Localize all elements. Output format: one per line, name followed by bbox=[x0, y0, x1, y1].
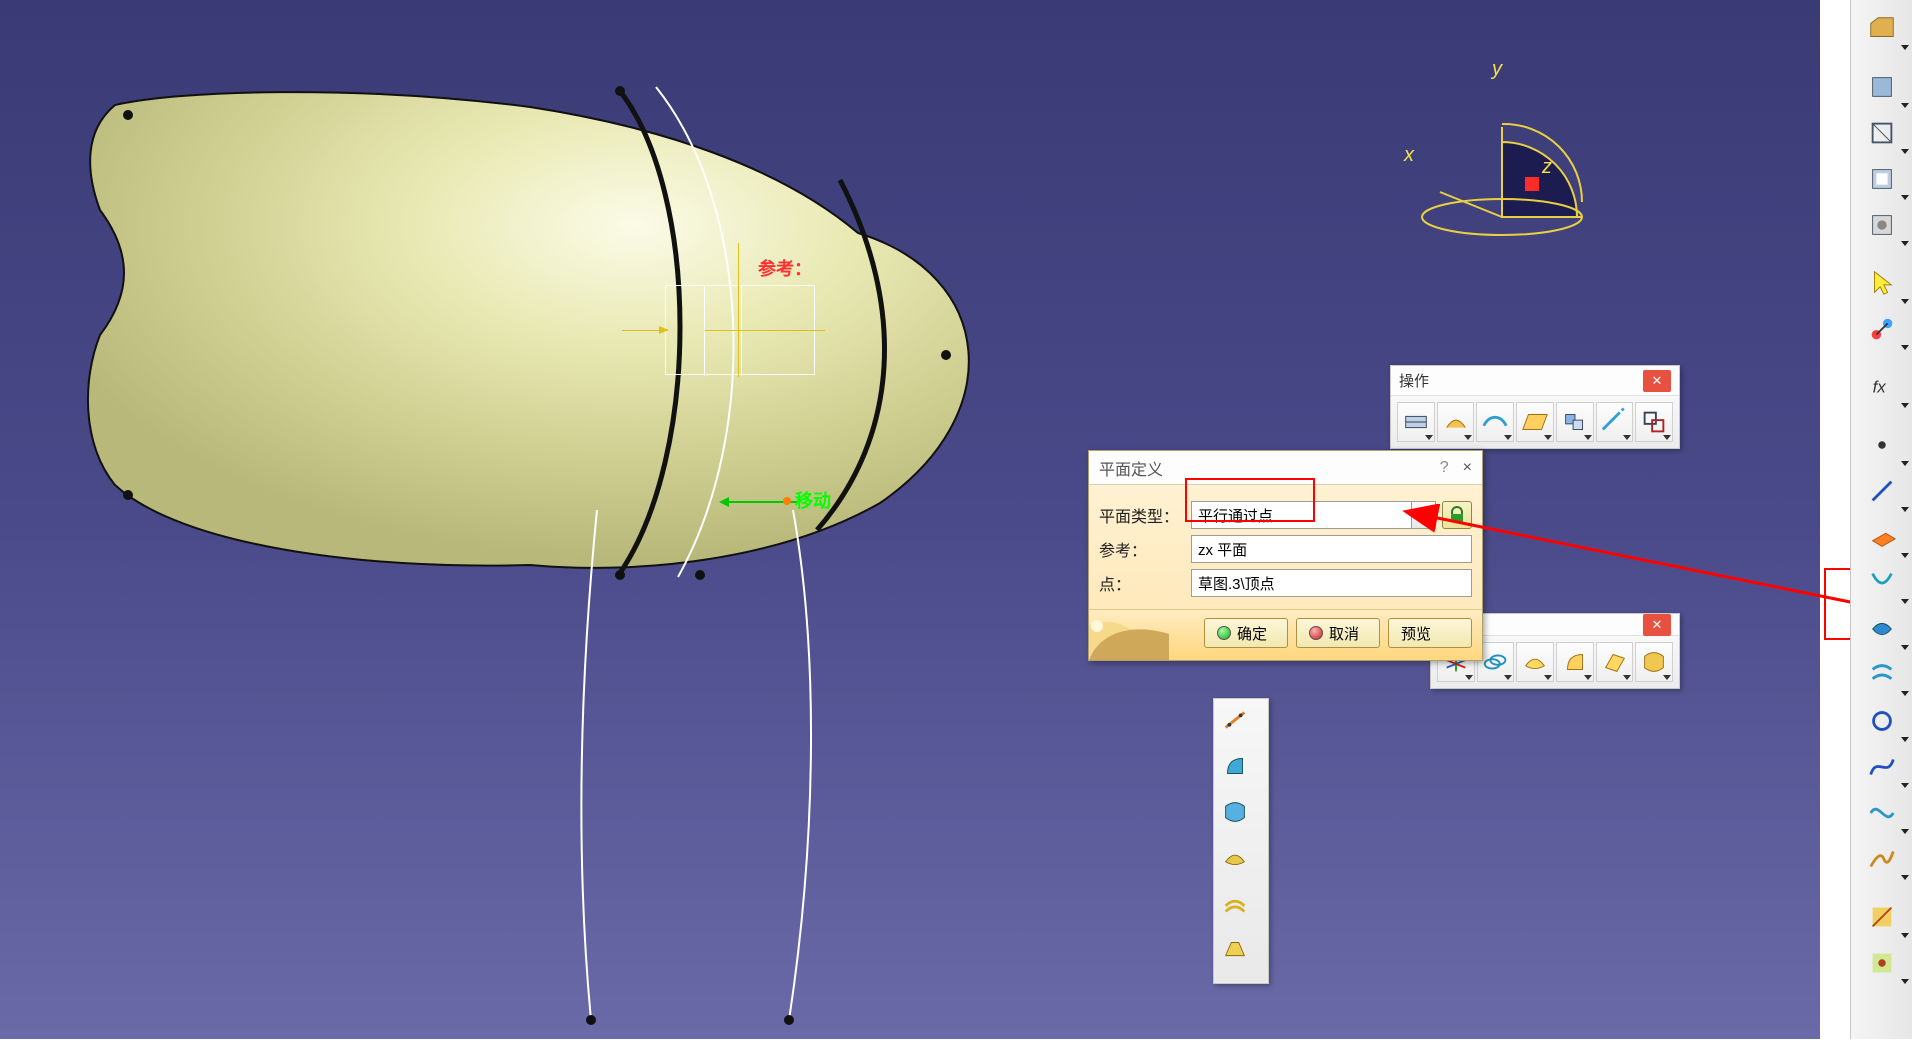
healing-icon[interactable] bbox=[1437, 402, 1475, 442]
chevron-down-icon[interactable] bbox=[1412, 501, 1436, 529]
point-icon[interactable] bbox=[1862, 425, 1902, 465]
translate-icon[interactable] bbox=[1556, 402, 1594, 442]
line-icon[interactable] bbox=[1862, 471, 1902, 511]
ref-arrow-v bbox=[738, 243, 739, 289]
view-mode4-icon[interactable] bbox=[1862, 205, 1902, 245]
extrapolate-icon[interactable] bbox=[1596, 402, 1634, 442]
move-label: 移动 bbox=[795, 487, 831, 513]
parallel-curve-icon[interactable] bbox=[1862, 655, 1902, 695]
ref-cross-v bbox=[738, 285, 739, 377]
axis-x-label: x bbox=[1404, 144, 1414, 167]
close-icon[interactable]: ✕ bbox=[1643, 370, 1671, 392]
move-dot[interactable] bbox=[783, 497, 791, 505]
extract-icon[interactable] bbox=[1516, 402, 1554, 442]
cancel-dot-icon bbox=[1309, 626, 1323, 640]
curve-smooth-icon[interactable] bbox=[1476, 402, 1514, 442]
reference-label: 参考： bbox=[758, 255, 812, 281]
cancel-button[interactable]: 取消 bbox=[1296, 618, 1380, 648]
analysis2-icon[interactable] bbox=[1862, 943, 1902, 983]
fill-icon[interactable] bbox=[1516, 642, 1554, 682]
offset-surf-icon[interactable] bbox=[1220, 889, 1262, 931]
preview-button-label: 预览 bbox=[1401, 623, 1431, 644]
loft-icon[interactable] bbox=[1596, 642, 1634, 682]
surfaces-palette[interactable] bbox=[1213, 698, 1269, 984]
law-icon[interactable] bbox=[1220, 705, 1262, 747]
view-mode3-icon[interactable] bbox=[1862, 159, 1902, 199]
join-icon[interactable] bbox=[1397, 402, 1435, 442]
preview-button[interactable]: 预览 bbox=[1388, 618, 1472, 648]
view-mode1-icon[interactable] bbox=[1862, 67, 1902, 107]
dialog-earth-decoration bbox=[1089, 614, 1169, 660]
circle-icon[interactable] bbox=[1862, 701, 1902, 741]
help-icon[interactable]: ? bbox=[1440, 459, 1449, 477]
ok-button[interactable]: 确定 bbox=[1204, 618, 1288, 648]
svg-text:fx: fx bbox=[1872, 378, 1886, 397]
close-icon[interactable]: × bbox=[1463, 459, 1472, 477]
point-input[interactable] bbox=[1191, 569, 1472, 597]
formula-icon[interactable]: fx bbox=[1862, 367, 1902, 407]
lock-type-button[interactable] bbox=[1442, 501, 1472, 529]
right-toolbar: fx bbox=[1850, 0, 1912, 1039]
plane-icon[interactable] bbox=[1862, 517, 1902, 557]
plane-type-combo[interactable] bbox=[1191, 501, 1412, 529]
operations-palette-title: 操作 bbox=[1399, 370, 1643, 391]
sweep-surf-icon[interactable] bbox=[1220, 751, 1262, 793]
close-icon[interactable]: ✕ bbox=[1643, 614, 1671, 636]
fill-surf-icon[interactable] bbox=[1220, 843, 1262, 885]
project-icon[interactable] bbox=[1862, 563, 1902, 603]
view-mode2-icon[interactable] bbox=[1862, 113, 1902, 153]
point-label: 点： bbox=[1099, 571, 1191, 595]
dialog-title: 平面定义 bbox=[1099, 456, 1440, 480]
ok-button-label: 确定 bbox=[1237, 623, 1267, 644]
open-file-icon[interactable] bbox=[1862, 9, 1902, 49]
intersect-icon[interactable] bbox=[1862, 609, 1902, 649]
axis-y-label: y bbox=[1492, 58, 1502, 81]
reference-input[interactable] bbox=[1191, 535, 1472, 563]
multisections-icon[interactable] bbox=[1220, 935, 1262, 977]
model-surface bbox=[60, 35, 1060, 595]
ok-dot-icon bbox=[1217, 626, 1231, 640]
plane-type-label: 平面类型： bbox=[1099, 503, 1191, 527]
view-compass[interactable]: x y z bbox=[1412, 62, 1592, 242]
reference-label: 参考： bbox=[1099, 537, 1191, 561]
ref-arrow-h bbox=[622, 330, 668, 331]
viewport-3d[interactable]: 参考： 移动 x y z bbox=[0, 0, 1820, 1039]
analysis1-icon[interactable] bbox=[1862, 897, 1902, 937]
constraint-icon[interactable] bbox=[1862, 309, 1902, 349]
transform-icon[interactable] bbox=[1635, 402, 1673, 442]
operations-palette[interactable]: 操作 ✕ bbox=[1390, 365, 1680, 449]
plane-definition-dialog[interactable]: 平面定义 ? × 平面类型： 参考： 点： 确定 取消 预览 bbox=[1088, 450, 1483, 661]
select-arrow-icon[interactable] bbox=[1862, 263, 1902, 303]
blend-surf-icon[interactable] bbox=[1220, 797, 1262, 839]
sweep-icon[interactable] bbox=[1556, 642, 1594, 682]
blend-icon[interactable] bbox=[1635, 642, 1673, 682]
axis-z-label: z bbox=[1542, 156, 1552, 179]
cancel-button-label: 取消 bbox=[1329, 623, 1359, 644]
connect-curve-icon[interactable] bbox=[1862, 839, 1902, 879]
spline-icon[interactable] bbox=[1862, 747, 1902, 787]
curve2-icon[interactable] bbox=[1862, 793, 1902, 833]
ref-cross-h bbox=[705, 330, 825, 331]
